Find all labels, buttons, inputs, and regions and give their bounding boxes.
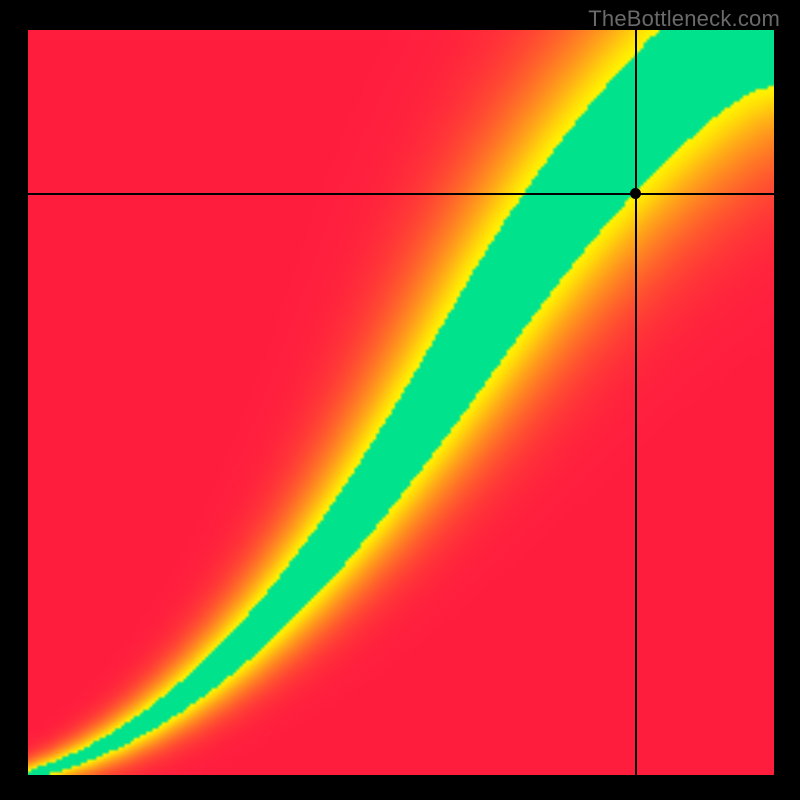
chart-container: TheBottleneck.com — [0, 0, 800, 800]
crosshair-vertical-line — [635, 30, 636, 775]
heatmap-canvas — [28, 30, 774, 775]
watermark-text: TheBottleneck.com — [588, 6, 780, 32]
heatmap-plot-area — [28, 30, 774, 775]
crosshair-horizontal-line — [28, 193, 774, 194]
